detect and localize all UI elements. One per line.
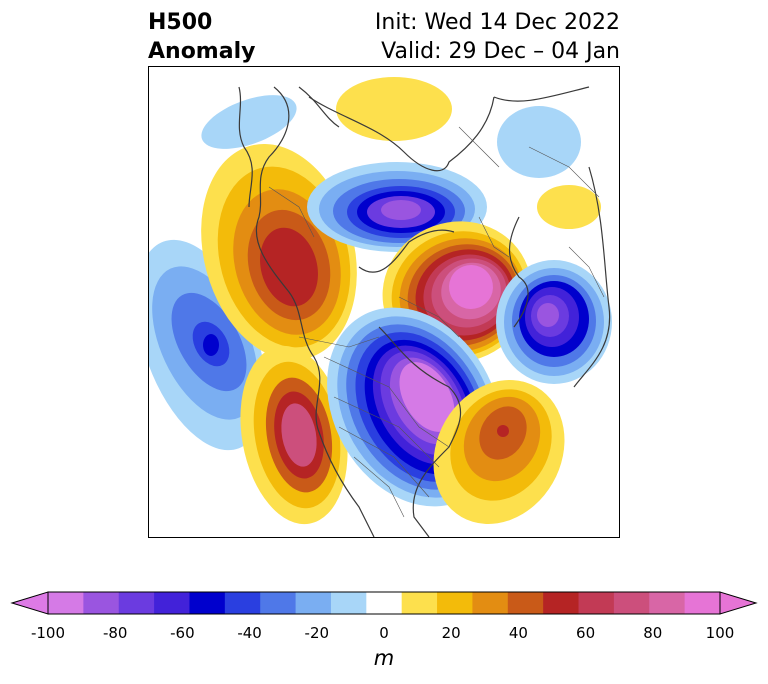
colorbar-tick-label: 100 xyxy=(705,624,735,642)
colorbar xyxy=(10,591,758,615)
political-borders xyxy=(268,126,605,518)
title-left: H500 Anomaly xyxy=(148,8,255,66)
anomaly-map-svg xyxy=(149,77,612,537)
title-field-type: Anomaly xyxy=(148,39,256,64)
colorbar-segment xyxy=(507,592,544,614)
colorbar-segment xyxy=(613,592,650,614)
anomaly-positive-southwest xyxy=(240,345,348,525)
colorbar-tick-label: -80 xyxy=(102,624,128,642)
valid-period: Valid: 29 Dec – 04 Jan xyxy=(381,39,620,64)
anomaly-positive-northpole-top xyxy=(336,77,601,229)
colorbar-over-arrow xyxy=(719,591,758,615)
colorbar-segment xyxy=(48,592,84,614)
anomaly-negative-north xyxy=(201,95,581,178)
init-time: Init: Wed 14 Dec 2022 xyxy=(374,10,620,35)
colorbar-segment xyxy=(224,592,261,614)
colorbar-tick-label: -40 xyxy=(237,624,262,642)
colorbar-tick-label: 60 xyxy=(576,624,596,642)
colorbar-segment xyxy=(578,592,615,614)
colorbar-tick-label: -60 xyxy=(170,624,195,642)
anomaly-map xyxy=(148,66,620,538)
colorbar-tick-labels: -100 -80 -60 -40 -20 0 20 40 60 80 100 xyxy=(0,624,768,644)
colorbar-segment xyxy=(154,592,190,614)
colorbar-segment xyxy=(330,592,367,614)
anomaly-negative-europe xyxy=(496,260,612,384)
colorbar-segment xyxy=(83,592,120,614)
colorbar-segment xyxy=(189,592,226,614)
colorbar-tick-label: 80 xyxy=(643,624,663,642)
colorbar-segment xyxy=(437,592,473,614)
colorbar-segments xyxy=(48,592,721,614)
colorbar-segment xyxy=(684,592,721,614)
colorbar-under-arrow xyxy=(10,591,49,615)
colorbar-segment xyxy=(472,592,509,614)
colorbar-unit: m xyxy=(373,646,395,670)
colorbar-tick-label: 0 xyxy=(379,624,389,642)
colorbar-segment xyxy=(649,592,686,614)
colorbar-segment xyxy=(260,592,297,614)
colorbar-tick-label: -100 xyxy=(30,624,66,642)
colorbar-segment xyxy=(295,592,332,614)
colorbar-segment xyxy=(366,592,403,614)
colorbar-segment xyxy=(118,592,155,614)
title-right: Init: Wed 14 Dec 2022 Valid: 29 Dec – 04… xyxy=(375,8,620,66)
colorbar-tick-label: 20 xyxy=(441,624,461,642)
colorbar-tick-label: -20 xyxy=(304,624,330,642)
anomaly-positive-arctic xyxy=(382,221,532,363)
anomaly-positive-west xyxy=(201,143,357,361)
colorbar-segment xyxy=(543,592,580,614)
colorbar-segment xyxy=(401,592,438,614)
anomaly-positive-atlantic xyxy=(433,380,565,524)
colorbar-outline xyxy=(47,591,721,615)
title-field-name: H500 xyxy=(148,10,213,35)
colorbar-tick-label: 40 xyxy=(508,624,528,642)
